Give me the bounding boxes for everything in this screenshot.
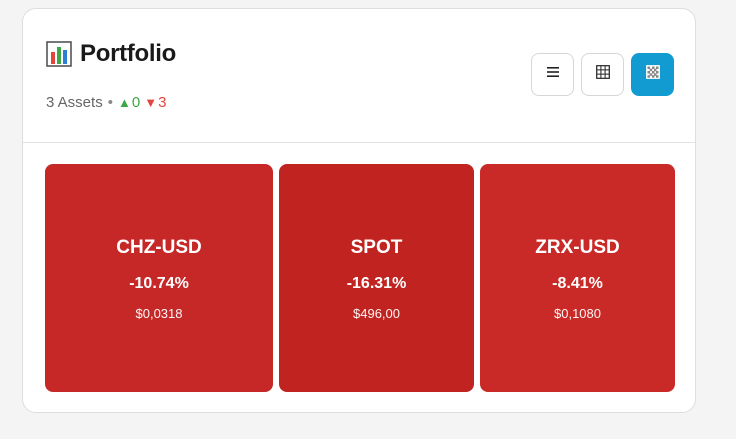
heatmap-icon xyxy=(645,65,660,84)
portfolio-card: Portfolio 3 Assets • ▲ 0 ▼ 3 xyxy=(22,8,696,413)
down-count: 3 xyxy=(158,94,167,111)
asset-price: $496,00 xyxy=(353,306,400,321)
asset-change: -10.74% xyxy=(129,275,189,292)
asset-tile[interactable]: CHZ-USD -10.74% $0,0318 xyxy=(45,164,273,392)
page-title: Portfolio xyxy=(80,40,176,67)
heatmap-view-button[interactable] xyxy=(631,53,674,96)
view-toggle-group xyxy=(531,53,674,96)
up-count: 0 xyxy=(131,94,141,111)
bar-chart-icon xyxy=(46,41,72,67)
portfolio-summary: 3 Assets • ▲ 0 ▼ 3 xyxy=(46,94,166,111)
separator: • xyxy=(107,94,113,111)
asset-tile[interactable]: ZRX-USD -8.41% $0,1080 xyxy=(480,164,675,392)
asset-change: -8.41% xyxy=(552,275,603,292)
table-view-button[interactable] xyxy=(581,53,624,96)
asset-symbol: CHZ-USD xyxy=(116,237,202,258)
asset-symbol: SPOT xyxy=(350,237,403,258)
asset-count: 3 Assets xyxy=(46,94,103,111)
title-row: Portfolio xyxy=(46,40,176,68)
portfolio-header: Portfolio 3 Assets • ▲ 0 ▼ 3 xyxy=(23,9,695,143)
list-view-button[interactable] xyxy=(531,53,574,96)
down-arrow-icon: ▼ xyxy=(144,95,158,110)
asset-symbol: ZRX-USD xyxy=(535,237,620,258)
asset-change: -16.31% xyxy=(346,275,407,292)
up-arrow-icon: ▲ xyxy=(117,95,131,110)
asset-price: $0,0318 xyxy=(135,306,183,321)
asset-tile[interactable]: SPOT -16.31% $496,00 xyxy=(279,164,474,392)
asset-price: $0,1080 xyxy=(554,306,601,321)
table-grid-icon xyxy=(595,65,610,84)
list-icon xyxy=(546,65,560,84)
